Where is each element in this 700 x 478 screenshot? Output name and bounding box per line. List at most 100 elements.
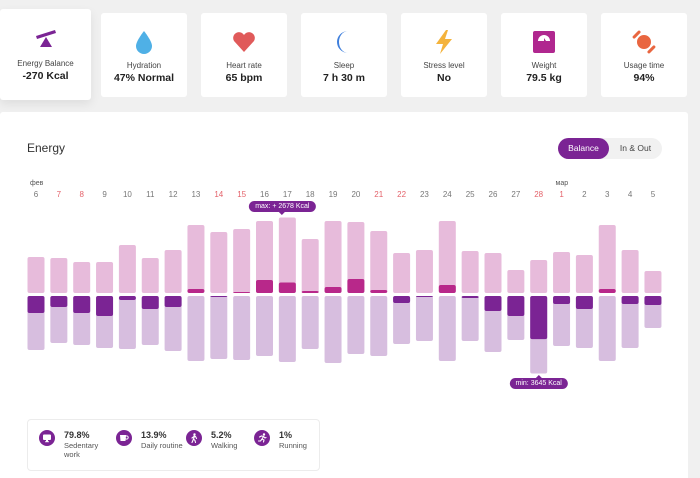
day-label: 10 — [122, 190, 132, 199]
bar-balance-deficit[interactable] — [118, 296, 136, 300]
bar-in[interactable] — [598, 225, 616, 293]
bar-out[interactable] — [621, 296, 639, 348]
bar-balance-surplus[interactable] — [347, 279, 365, 293]
bar-in[interactable] — [553, 252, 571, 293]
bar-balance-deficit[interactable] — [393, 296, 411, 303]
card-value: No — [437, 72, 451, 84]
card-energy-balance[interactable]: Energy Balance -270 Kcal — [0, 9, 91, 100]
bar-out[interactable] — [393, 296, 411, 344]
card-stress-level[interactable]: Stress level No — [401, 13, 487, 97]
bar-in[interactable] — [73, 262, 91, 293]
bar-in[interactable] — [187, 225, 205, 293]
bar-balance-deficit[interactable] — [415, 296, 433, 297]
bar-balance-deficit[interactable] — [530, 296, 548, 340]
tooltip-max: max: + 2678 Kcal — [249, 201, 316, 216]
bar-in[interactable] — [96, 262, 114, 293]
bar-in[interactable] — [27, 257, 45, 293]
bar-out[interactable] — [461, 296, 479, 341]
bar-balance-surplus[interactable] — [233, 292, 251, 293]
view-toggle: Balance In & Out — [558, 138, 662, 159]
legend-label: Daily routine — [141, 441, 183, 450]
bar-in[interactable] — [324, 221, 342, 293]
bar-in[interactable] — [164, 250, 182, 293]
bar-in[interactable] — [507, 270, 525, 293]
bar-balance-surplus[interactable] — [187, 289, 205, 293]
bar-in[interactable] — [530, 260, 548, 293]
bar-balance-surplus[interactable] — [324, 287, 342, 293]
bar-out[interactable] — [301, 296, 319, 349]
day-label: 20 — [351, 190, 361, 199]
bar-out[interactable] — [164, 296, 182, 351]
card-usage-time[interactable]: Usage time 94% — [601, 13, 687, 97]
bar-balance-deficit[interactable] — [164, 296, 182, 307]
bar-out[interactable] — [256, 296, 273, 356]
bar-in[interactable] — [461, 251, 479, 293]
bar-in[interactable] — [438, 221, 456, 293]
toggle-balance[interactable]: Balance — [558, 138, 609, 159]
bar-out[interactable] — [598, 296, 616, 361]
bar-out[interactable] — [233, 296, 251, 360]
bar-balance-deficit[interactable] — [141, 296, 159, 309]
bar-balance-surplus[interactable] — [278, 282, 296, 293]
day-label: 23 — [419, 190, 429, 199]
day-label: 13 — [191, 190, 201, 199]
bar-in[interactable] — [301, 239, 319, 293]
bar-out[interactable] — [210, 296, 228, 359]
bar-in[interactable] — [393, 253, 411, 293]
bar-out[interactable] — [187, 296, 205, 361]
bar-in[interactable] — [50, 258, 68, 293]
card-sleep[interactable]: Sleep 7 h 30 m — [301, 13, 387, 97]
bar-balance-deficit[interactable] — [644, 296, 662, 305]
bar-balance-deficit[interactable] — [484, 296, 502, 311]
bar-balance-surplus[interactable] — [438, 285, 456, 293]
bar-balance-surplus[interactable] — [598, 289, 616, 293]
bar-balance-deficit[interactable] — [210, 296, 228, 297]
bar-out[interactable] — [438, 296, 456, 361]
bar-in[interactable] — [621, 250, 639, 293]
bar-balance-deficit[interactable] — [27, 296, 45, 313]
card-label: Hydration — [126, 61, 162, 70]
bar-out[interactable] — [50, 296, 68, 343]
bar-out[interactable] — [324, 296, 342, 363]
bar-out[interactable] — [118, 296, 136, 349]
bar-balance-surplus[interactable] — [301, 291, 319, 293]
legend-pct: 79.8% — [64, 430, 90, 440]
card-label: Heart rate — [226, 61, 262, 70]
bar-balance-surplus[interactable] — [256, 280, 273, 293]
bar-in[interactable] — [644, 271, 662, 293]
bar-balance-deficit[interactable] — [96, 296, 114, 316]
day-label: 27 — [511, 190, 521, 199]
bar-balance-deficit[interactable] — [575, 296, 593, 309]
bar-in[interactable] — [233, 229, 251, 293]
card-weight[interactable]: Weight 79.5 kg — [501, 13, 587, 97]
bar-out[interactable] — [347, 296, 365, 354]
bar-balance-deficit[interactable] — [507, 296, 525, 316]
bar-in[interactable] — [370, 231, 388, 293]
bar-balance-deficit[interactable] — [461, 296, 479, 298]
bar-balance-deficit[interactable] — [50, 296, 68, 307]
day-label: 5 — [650, 190, 656, 199]
bar-in[interactable] — [118, 245, 136, 293]
bar-in[interactable] — [575, 255, 593, 293]
bar-in[interactable] — [210, 232, 228, 293]
bar-in[interactable] — [256, 221, 273, 293]
bar-balance-deficit[interactable] — [73, 296, 91, 313]
bar-balance-deficit[interactable] — [621, 296, 639, 304]
bar-out[interactable] — [278, 296, 296, 362]
bar-out[interactable] — [370, 296, 388, 356]
bar-in[interactable] — [484, 253, 502, 293]
bar-in[interactable] — [415, 250, 433, 293]
bar-in[interactable] — [278, 217, 296, 293]
bar-out[interactable] — [553, 296, 571, 346]
bar-out[interactable] — [415, 296, 433, 341]
bar-in[interactable] — [347, 222, 365, 293]
card-hydration[interactable]: Hydration 47% Normal — [101, 13, 187, 97]
bar-in[interactable] — [141, 258, 159, 293]
walking-icon — [191, 433, 198, 443]
bar-balance-surplus[interactable] — [370, 290, 388, 293]
scale-icon — [533, 31, 555, 53]
card-heart-rate[interactable]: Heart rate 65 bpm — [201, 13, 287, 97]
day-label: 21 — [374, 190, 384, 199]
bar-balance-deficit[interactable] — [553, 296, 571, 304]
toggle-in-out[interactable]: In & Out — [619, 143, 652, 153]
